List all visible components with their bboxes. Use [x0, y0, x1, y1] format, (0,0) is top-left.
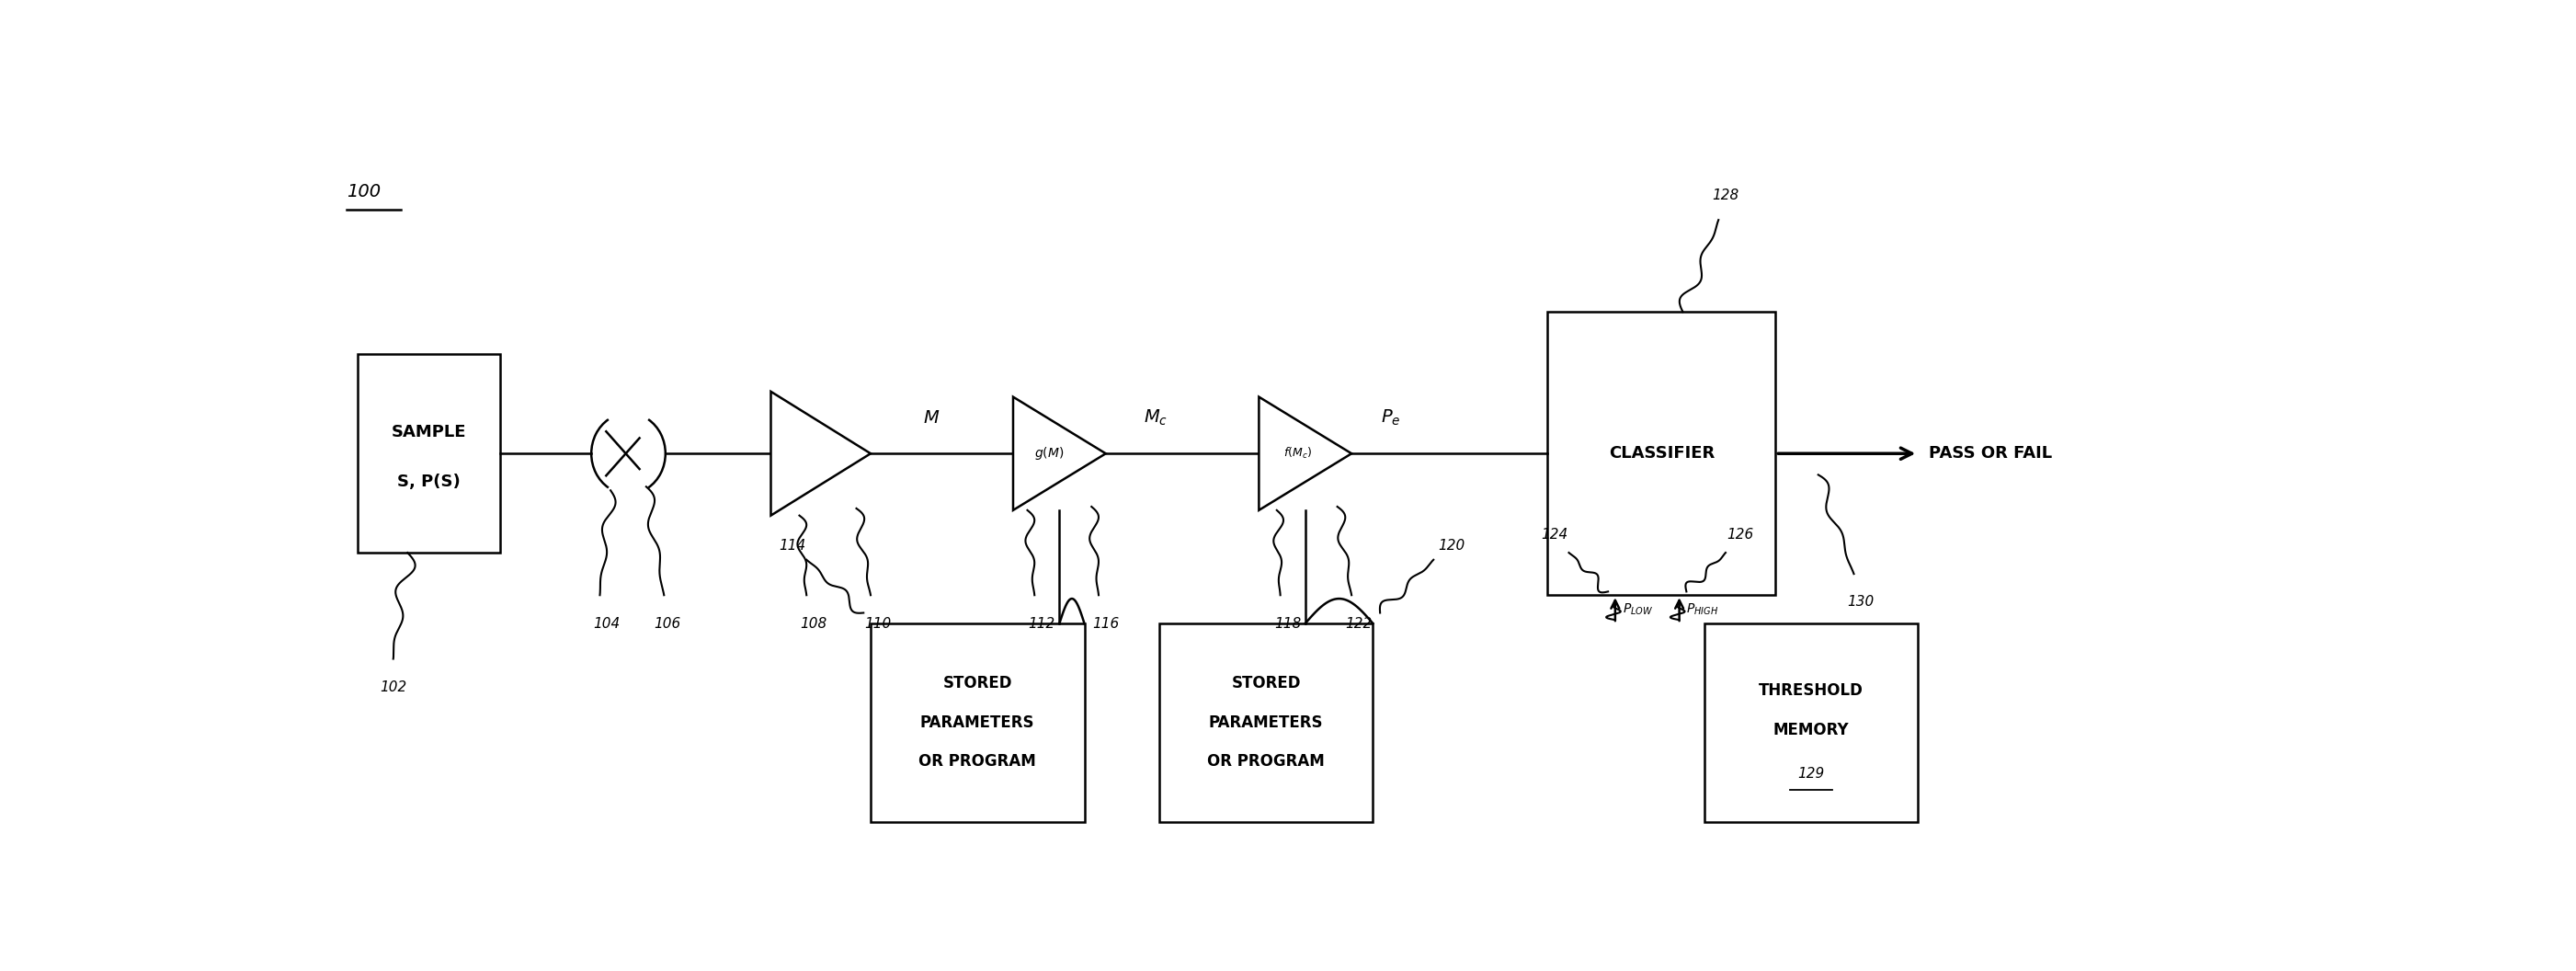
Text: STORED: STORED	[1231, 676, 1301, 692]
Text: 128: 128	[1713, 188, 1739, 202]
Text: 118: 118	[1275, 617, 1301, 630]
Text: 122: 122	[1345, 617, 1373, 630]
Bar	[871, 623, 1084, 821]
Text: 102: 102	[379, 681, 407, 694]
Text: OR PROGRAM: OR PROGRAM	[920, 753, 1036, 770]
Text: 108: 108	[801, 617, 827, 630]
Text: 112: 112	[1028, 617, 1056, 630]
Text: PARAMETERS: PARAMETERS	[1208, 715, 1324, 731]
Text: CLASSIFIER: CLASSIFIER	[1607, 446, 1716, 462]
Text: 114: 114	[778, 539, 806, 552]
Text: $M$: $M$	[922, 410, 940, 427]
Bar	[1159, 623, 1373, 821]
Text: PARAMETERS: PARAMETERS	[920, 715, 1036, 731]
Text: STORED: STORED	[943, 676, 1012, 692]
Text: $g(M)$: $g(M)$	[1033, 446, 1064, 462]
Text: $P_{HIGH}$: $P_{HIGH}$	[1687, 602, 1718, 617]
Text: PASS OR FAIL: PASS OR FAIL	[1929, 446, 2053, 462]
Text: 110: 110	[866, 617, 891, 630]
Bar	[1548, 312, 1775, 595]
Text: $P_{LOW}$: $P_{LOW}$	[1623, 602, 1654, 617]
Bar	[358, 354, 500, 552]
Polygon shape	[1260, 397, 1352, 510]
Text: $P_e$: $P_e$	[1381, 409, 1401, 428]
Text: S, P(S): S, P(S)	[397, 474, 461, 490]
Text: MEMORY: MEMORY	[1772, 721, 1850, 738]
Polygon shape	[1012, 397, 1105, 510]
Text: 120: 120	[1437, 539, 1466, 552]
Text: 130: 130	[1847, 595, 1875, 609]
Text: THRESHOLD: THRESHOLD	[1759, 683, 1862, 699]
Text: OR PROGRAM: OR PROGRAM	[1208, 753, 1324, 770]
Text: 106: 106	[654, 617, 680, 630]
Text: 100: 100	[348, 183, 381, 200]
Text: $f(M_c)$: $f(M_c)$	[1283, 446, 1311, 461]
Text: 124: 124	[1540, 528, 1569, 542]
Text: 116: 116	[1092, 617, 1118, 630]
Text: 126: 126	[1726, 528, 1754, 542]
Text: $M_c$: $M_c$	[1144, 409, 1167, 428]
Polygon shape	[770, 391, 871, 516]
Text: 104: 104	[592, 617, 621, 630]
Bar	[1705, 623, 1919, 821]
Text: SAMPLE: SAMPLE	[392, 424, 466, 441]
Text: 129: 129	[1798, 767, 1824, 781]
